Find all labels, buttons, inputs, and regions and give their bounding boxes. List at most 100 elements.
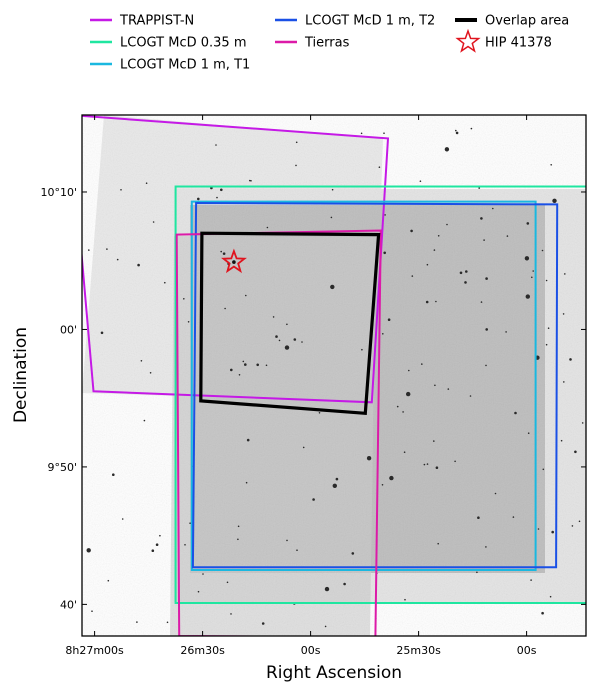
field-star [382,333,384,335]
field-star [469,395,472,397]
footprint-trappist-n [82,115,390,404]
x-tick-label: 8h27m00s [65,644,124,657]
field-star [408,369,410,372]
field-star [155,543,159,546]
y-tick-label: 00' [60,323,77,336]
y-tick-label: 10°10' [40,186,77,199]
field-star [202,573,204,575]
field-star [331,188,334,191]
field-star [242,360,245,363]
field-star [189,522,191,524]
field-star [421,363,423,365]
field-star [324,625,327,628]
field-star [335,477,339,481]
field-star [383,132,385,134]
field-star [318,412,321,414]
legend-item-lcogt-mcd-1-m-t2: LCOGT McD 1 m, T2 [275,14,435,29]
field-star [483,239,485,241]
field-star [220,250,222,253]
field-star [295,164,297,167]
legend-label: LCOGT McD 0.35 m [120,36,246,51]
field-star [531,276,533,279]
field-star [159,534,161,537]
field-star [532,270,534,272]
field-star [545,343,548,346]
field-star [187,321,190,323]
legend-item-lcogt-mcd-0-35-m: LCOGT McD 0.35 m [90,36,246,51]
field-star [237,525,240,528]
field-star [238,374,241,376]
field-star [166,621,169,624]
field-star [551,530,554,534]
field-star [389,475,394,481]
field-star [164,281,166,284]
legend-label: LCOGT McD 1 m, T2 [305,14,435,29]
field-star [360,132,363,135]
field-star [426,263,429,266]
field-star [91,610,93,612]
field-star [152,221,155,223]
field-star [272,316,275,318]
footprint-overlap-area [199,231,381,416]
field-star [581,422,584,424]
field-star [330,284,335,290]
x-axis-title: Right Ascension [266,663,402,683]
x-axis-ticks: 8h27m00s 26m30s 00s 25m30s 00s [65,115,537,657]
field-star [295,141,298,144]
field-star [434,384,436,387]
field-star [244,363,247,366]
field-star [444,147,450,152]
field-star [480,217,483,220]
legend-item-hip-41378: HIP 41378 [455,28,552,53]
field-star [560,439,563,442]
field-star [107,579,110,582]
field-star [332,483,337,488]
field-star [578,520,581,523]
field-star [455,131,459,135]
legend-label: Overlap area [485,14,569,29]
field-star [120,189,122,191]
field-star [112,473,115,477]
field-star [465,270,468,273]
field-star [411,275,414,277]
x-tick-label: 26m30s [180,644,225,657]
y-tick-label: 40' [60,598,77,611]
field-star [569,358,572,361]
field-star [361,348,363,351]
field-star [506,235,509,237]
x-tick-label: 00s [517,644,537,657]
legend: TRAPPIST-N LCOGT McD 0.35 m LCOGT McD 1 m,… [90,14,569,73]
field-star [396,405,399,408]
field-star [419,180,422,182]
y-tick-label: 9°50' [47,461,77,474]
legend-item-overlap-area: Overlap area [455,14,569,29]
field-star [550,164,552,166]
footprint-lcogt-mcd-1-m-t1 [190,200,537,571]
field-star [387,318,391,322]
field-star [404,598,406,601]
field-star [512,516,515,518]
field-star [250,180,252,182]
legend-label: TRAPPIST-N [119,14,194,29]
field-stars [86,127,584,628]
field-star [136,621,138,623]
legend-star-icon [455,28,481,53]
field-star [246,438,250,442]
field-star [245,481,248,484]
field-star [286,323,288,326]
legend-item-tierras: Tierras [275,36,350,51]
field-star [563,381,565,383]
field-star [478,187,481,189]
field-star [121,518,124,520]
field-star [106,248,108,250]
field-star [455,129,457,132]
legend-item-lcogt-mcd-1-m-t1: LCOGT McD 1 m, T1 [90,58,250,73]
target-marker [221,248,247,274]
field-star [423,463,426,466]
field-star [222,252,226,255]
footprints [82,115,586,636]
field-star [384,214,386,216]
legend-label: LCOGT McD 1 m, T1 [120,58,250,73]
field-star [116,258,119,261]
field-star [435,300,437,303]
